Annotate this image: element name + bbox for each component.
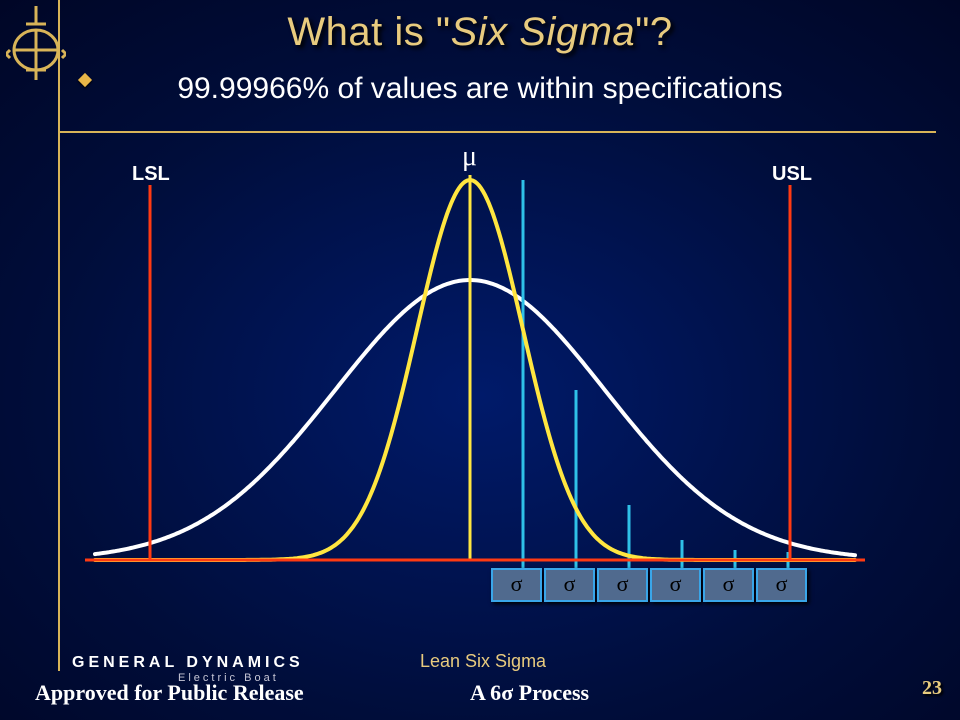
sigma-box: σ: [703, 568, 754, 602]
footer-process: A 6σ Process: [470, 680, 589, 706]
sigma-boxes: σσσσσσ: [491, 568, 809, 602]
title-post: "?: [635, 10, 672, 54]
lsl-label: LSL: [132, 163, 170, 186]
company-name: GENERAL DYNAMICS: [72, 654, 304, 672]
process-pre: A 6: [470, 680, 501, 705]
title-pre: What is ": [287, 10, 450, 54]
usl-label: USL: [772, 163, 812, 186]
page-number: 23: [922, 677, 942, 700]
footer-release: Approved for Public Release: [35, 680, 304, 706]
slide-subtitle: 99.99966% of values are within specifica…: [0, 72, 960, 106]
footer-program: Lean Six Sigma: [420, 651, 546, 672]
slide-title: What is "Six Sigma"?: [0, 10, 960, 55]
horizontal-rule: [58, 131, 936, 133]
process-post: Process: [513, 680, 589, 705]
mu-label: μ: [462, 141, 477, 173]
process-sigma: σ: [501, 680, 513, 705]
chart-area: LSL USL μ σσσσσσ: [75, 155, 875, 615]
sigma-box: σ: [650, 568, 701, 602]
sigma-box: σ: [597, 568, 648, 602]
sigma-box: σ: [491, 568, 542, 602]
sigma-box: σ: [756, 568, 807, 602]
sigma-box: σ: [544, 568, 595, 602]
chart-svg: [75, 155, 875, 615]
title-em: Six Sigma: [451, 10, 636, 54]
